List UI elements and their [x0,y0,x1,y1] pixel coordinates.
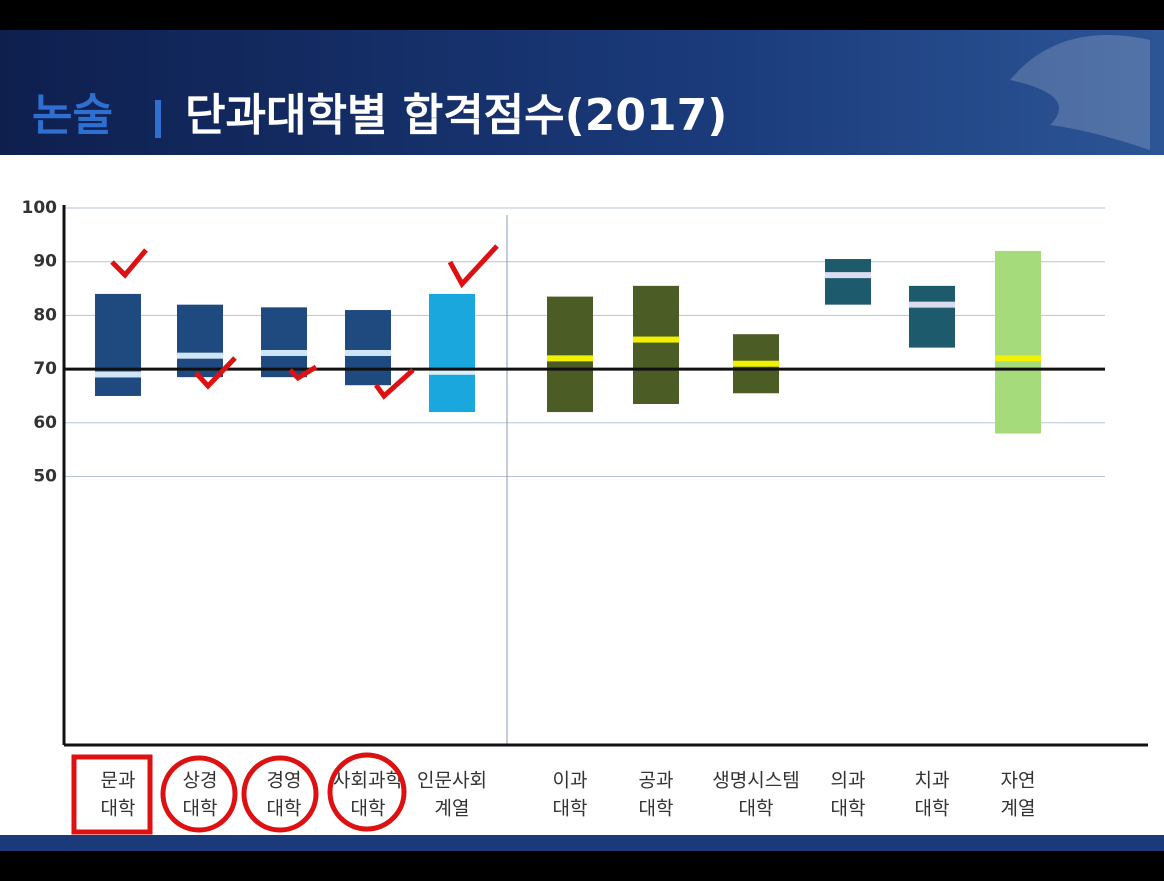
x-tick-label: 대학 [553,798,588,820]
top-band [0,0,1164,30]
chart-title: 단과대학별 합격점수(2017) [185,90,727,141]
x-tick-label: 대학 [351,798,386,820]
highlight-circle [327,752,407,832]
highlight-box [71,754,153,835]
x-tick-label: 생명시스템 [712,770,799,792]
check [288,364,318,382]
x-tick-label: 인문사회 [417,770,487,792]
x-tick-label: 공과 [639,770,674,792]
x-tick-label: 이과 [553,770,588,792]
range-bar [95,293,141,396]
x-tick-label: 대학 [183,798,218,820]
x-tick-label: 대학 [739,798,774,820]
check [447,244,499,289]
x-tick-label: 대학 [101,798,136,820]
x-tick-label: 의과 [831,770,866,792]
x-tick-label: 대학 [639,798,674,820]
x-tick-label: 자연 [1001,770,1036,792]
mid-marker [345,349,391,356]
check [373,368,415,400]
mid-marker [909,301,955,308]
range-bar [547,296,593,413]
range-bar [995,250,1041,434]
x-tick-label: 치과 [915,770,950,792]
range-bar [177,304,223,378]
x-tick-label: 상경 [183,770,218,792]
title-prefix: 논술 [32,90,113,141]
check [110,248,148,279]
x-tick-label: 경영 [267,770,302,792]
x-tick-label: 대학 [267,798,302,820]
annotations [71,244,499,835]
range-bar [429,293,475,413]
header [0,30,1164,155]
mid-marker [429,368,475,375]
range-bar [345,310,391,386]
range-bar [633,285,679,405]
x-tick-label: 문과 [101,770,136,792]
mid-marker [633,336,679,343]
y-tick-label: 60 [33,413,57,433]
mid-marker [825,272,871,279]
mid-marker [177,352,223,359]
y-tick-label: 100 [22,198,58,218]
range-bar [825,259,871,305]
x-tick-label: 대학 [915,798,950,820]
highlight-circle [241,755,319,833]
check [194,356,237,390]
mid-marker [95,371,141,378]
y-tick-label: 70 [33,359,57,379]
mid-marker [261,349,307,356]
bottom-black [0,851,1164,881]
highlight-circle [160,755,238,833]
mid-marker [995,355,1041,362]
x-tick-label: 대학 [831,798,866,820]
bottom-band [0,835,1164,851]
x-tick-label: 사회과학 [333,770,403,792]
range-bar [261,307,307,378]
y-tick-label: 50 [33,467,57,487]
mid-marker [547,355,593,362]
range-bar [909,285,955,348]
y-tick-label: 90 [33,252,57,272]
x-tick-label: 계열 [1001,798,1036,820]
mid-marker [733,360,779,367]
x-tick-label: 계열 [435,798,470,820]
separator [155,100,161,138]
y-tick-label: 80 [33,305,57,325]
logo [1010,35,1150,150]
